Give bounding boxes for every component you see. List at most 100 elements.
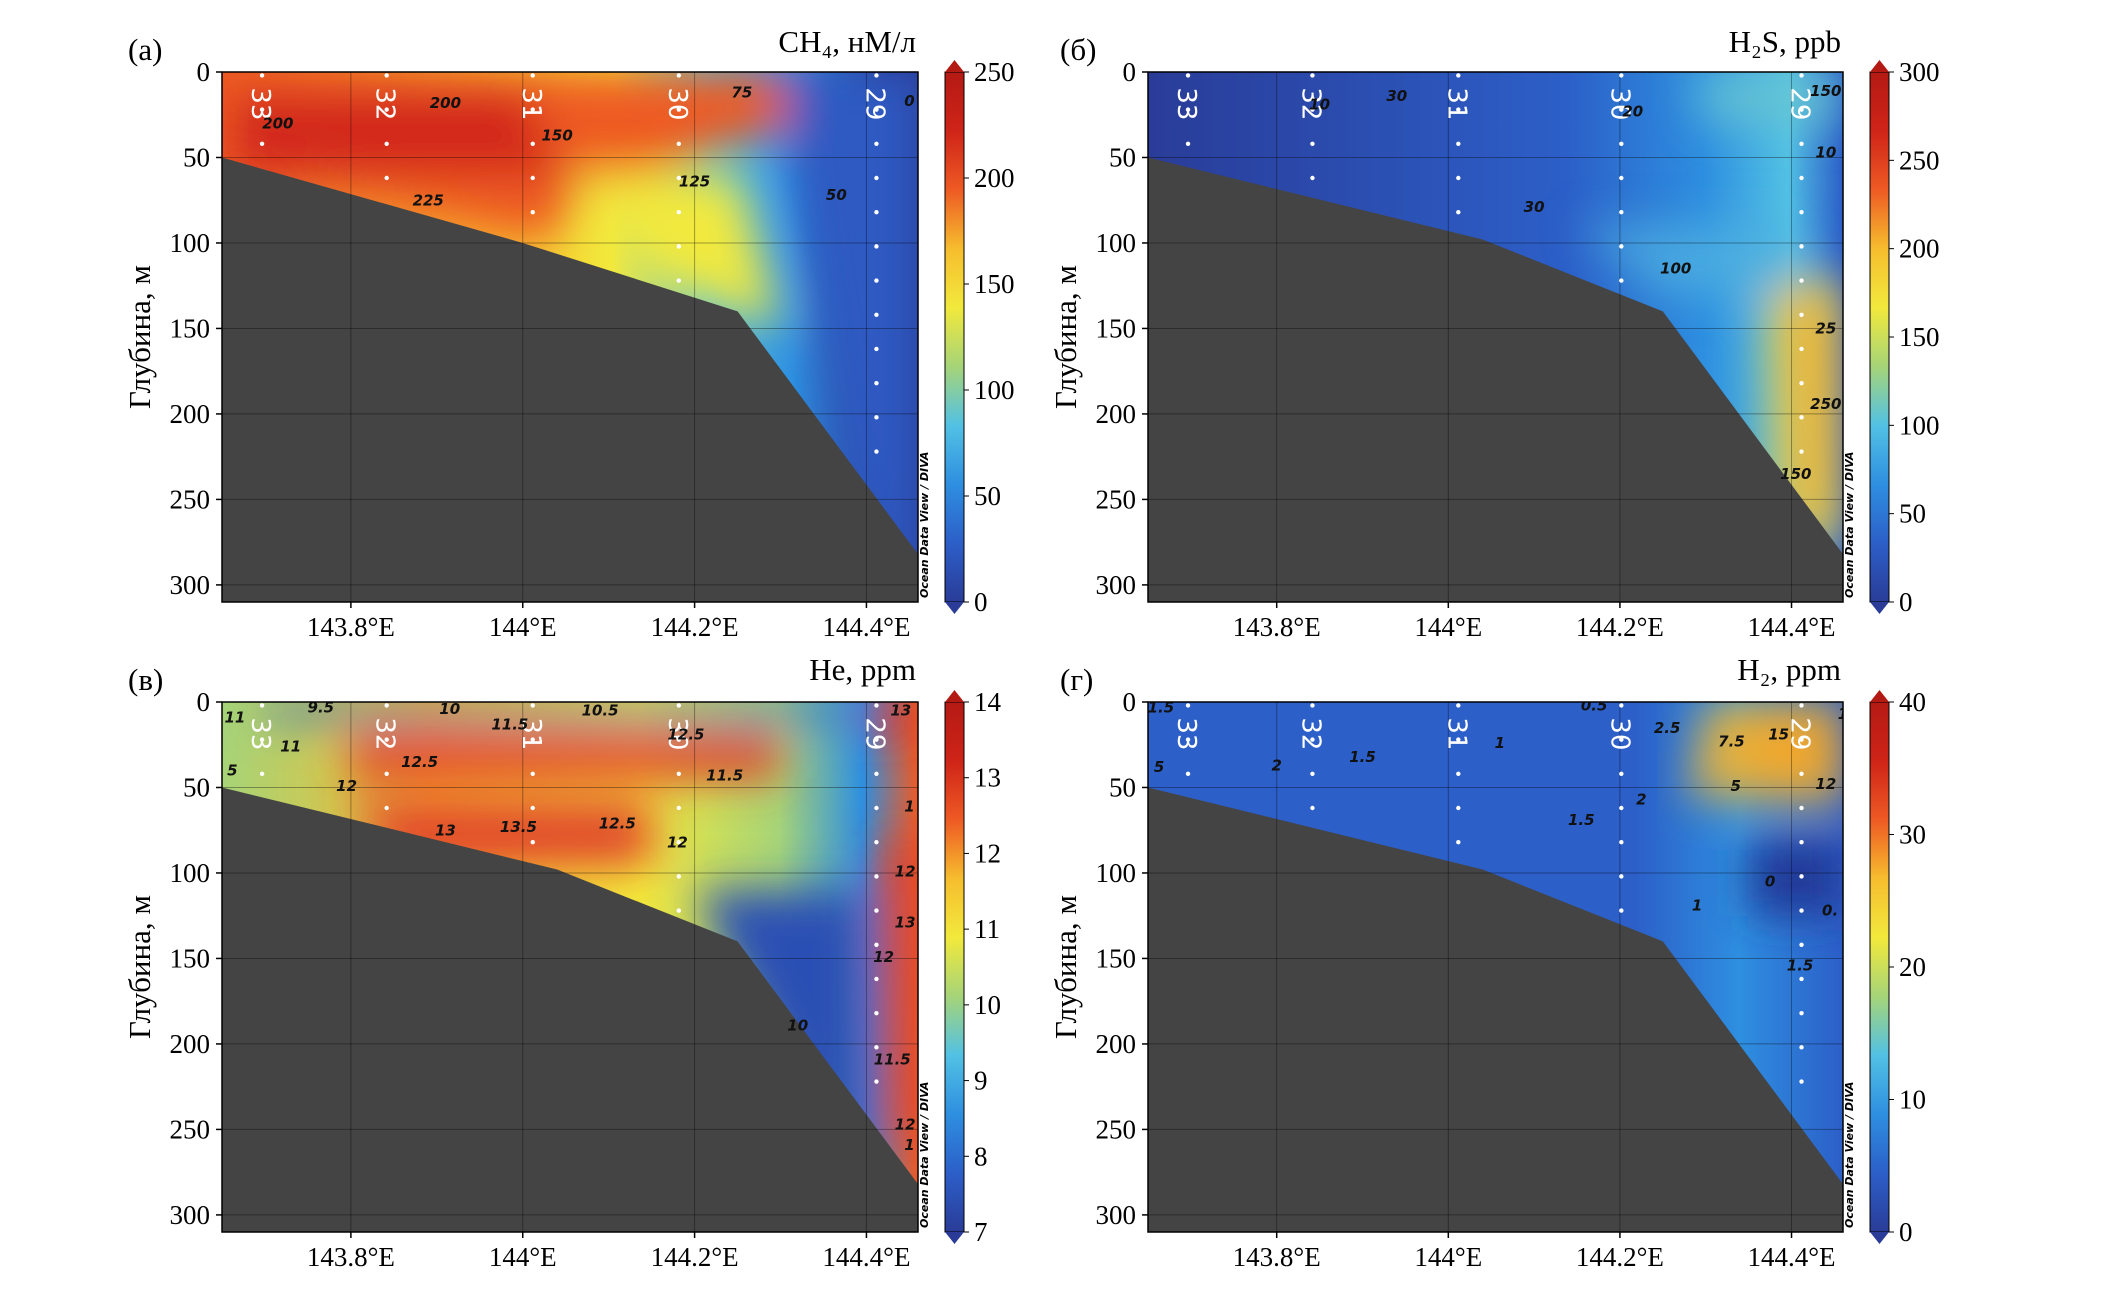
contour-label: 0.5 <box>1581 697 1608 715</box>
colorbar-tick-label: 10 <box>974 990 1001 1020</box>
contour-label: 10.5 <box>582 702 619 720</box>
colorbar-tick-label: 0 <box>974 587 988 617</box>
y-tick-label: 100 <box>1096 228 1137 258</box>
sample-point <box>259 141 265 147</box>
x-tick-label: 144°E <box>489 1242 557 1272</box>
contour-label: 200 <box>430 94 461 112</box>
y-tick-label: 250 <box>170 1114 211 1144</box>
grid <box>1148 702 1843 1232</box>
contour-label: 12.5 <box>599 815 636 833</box>
contour-label: 9.5 <box>308 698 335 716</box>
plot-frame <box>221 701 919 1233</box>
sample-point <box>676 141 682 147</box>
sample-point <box>1799 415 1804 420</box>
station-label: 33 <box>245 717 275 750</box>
contour-label: 5 <box>1731 777 1741 795</box>
contour-label: 15 <box>1768 726 1789 744</box>
sample-points <box>1185 703 1804 1084</box>
sample-point <box>1310 771 1315 777</box>
y-tick-label: 0 <box>1123 57 1137 87</box>
sample-point <box>1619 209 1624 215</box>
contour-label: 250 <box>1810 395 1841 413</box>
contour-label: 7.5 <box>1718 732 1745 750</box>
sample-point <box>874 908 879 913</box>
colorbar-tick-label: 20 <box>1899 952 1926 982</box>
sample-point <box>384 175 389 181</box>
sample-point <box>874 703 879 708</box>
plot-frame <box>1147 701 1844 1233</box>
contour-label: 12 <box>873 948 894 966</box>
panel-title: H₂, ppm <box>1737 652 1841 687</box>
contour-label: 11.5 <box>491 715 528 733</box>
sample-point <box>874 771 879 777</box>
sample-point <box>874 312 879 317</box>
sample-point <box>1799 1079 1804 1084</box>
sample-point <box>1799 737 1804 742</box>
contour-label: 5 <box>227 762 237 780</box>
contour-label: 1 <box>904 797 914 815</box>
sample-point <box>1185 703 1191 708</box>
x-tick-label: 144.2°E <box>1576 1242 1664 1272</box>
colorbar: 0 50 100 150 200 250 <box>944 57 1015 617</box>
x-tick-label: 143.8°E <box>1233 612 1321 642</box>
sample-point <box>1799 278 1804 283</box>
sample-point <box>1619 107 1624 112</box>
sample-point <box>1456 703 1461 708</box>
corner-max <box>866 702 918 737</box>
colorbar-tick-label: 8 <box>974 1141 988 1171</box>
sample-point <box>676 737 682 742</box>
sample-point <box>384 771 389 777</box>
station-label: 32 <box>370 717 400 750</box>
sample-point <box>676 244 682 249</box>
colorbar-bottom-cap <box>945 1232 964 1244</box>
y-tick-label: 50 <box>1109 142 1136 172</box>
contour-label: 12 <box>895 862 916 880</box>
sample-point <box>1619 737 1624 742</box>
station-label: 29 <box>859 717 889 750</box>
contour-label: 11 <box>280 738 301 756</box>
sample-point <box>384 805 389 811</box>
colorbar-tick-label: 40 <box>1899 687 1926 717</box>
y-tick-label: 250 <box>170 484 211 514</box>
sample-point <box>530 703 535 708</box>
colorbar-tick-label: 50 <box>974 481 1001 511</box>
sample-point <box>1799 976 1804 982</box>
sample-point <box>1799 73 1804 78</box>
sample-point <box>1799 380 1804 386</box>
station-label: 30 <box>1604 717 1634 750</box>
contour-label: 75 <box>731 84 752 102</box>
station-label: 32 <box>1295 717 1325 750</box>
sample-point <box>1619 839 1624 845</box>
sample-point <box>1456 737 1461 742</box>
y-tick-label: 50 <box>183 142 210 172</box>
sample-point <box>1310 141 1315 147</box>
y-tick-label: 50 <box>1109 772 1136 802</box>
station-label: 30 <box>662 717 692 750</box>
watermark: Ocean Data View / DIVA <box>1843 452 1856 598</box>
sample-point <box>530 209 535 215</box>
sample-point <box>1619 874 1624 879</box>
sample-point <box>874 805 879 811</box>
sample-point <box>1799 942 1804 947</box>
sample-point <box>1799 449 1804 454</box>
colorbar: 0 10 20 30 40 <box>1869 687 1926 1247</box>
y-tick-label: 200 <box>170 1029 211 1059</box>
panel-label: (а) <box>128 32 162 67</box>
contour-label: 200 <box>262 114 293 132</box>
sample-point <box>384 141 389 147</box>
station-label: 31 <box>1441 717 1471 750</box>
sample-point <box>1456 771 1461 777</box>
contour-label: 2.5 <box>1654 719 1681 737</box>
sample-point <box>1310 703 1315 708</box>
color-features <box>1577 72 1843 551</box>
contour-label: 12.5 <box>667 726 704 744</box>
y-axis-label: Глубина, м <box>1048 265 1083 409</box>
y-axis-label: Глубина, м <box>122 265 157 409</box>
sample-point <box>676 278 682 283</box>
colorbar-tick-label: 100 <box>1899 410 1940 440</box>
panel-1: 33 32 31 30 29 200 200 225 150 125 75 50 0 0 50 100 150 2… <box>122 24 1015 642</box>
